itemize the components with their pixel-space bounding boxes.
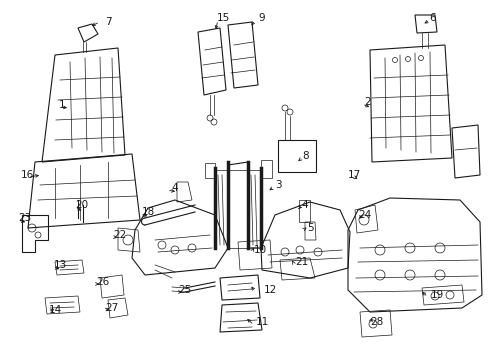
Text: 9: 9 bbox=[258, 13, 265, 23]
Text: 5: 5 bbox=[306, 223, 313, 233]
Text: 7: 7 bbox=[104, 17, 111, 27]
Text: 3: 3 bbox=[274, 180, 281, 190]
Text: 1: 1 bbox=[59, 100, 65, 110]
Text: 21: 21 bbox=[295, 257, 308, 267]
Text: 6: 6 bbox=[429, 13, 435, 23]
Text: 17: 17 bbox=[346, 170, 360, 180]
Text: 19: 19 bbox=[429, 290, 443, 300]
Text: 11: 11 bbox=[255, 317, 268, 327]
Text: 15: 15 bbox=[216, 13, 229, 23]
Text: 14: 14 bbox=[48, 305, 61, 315]
Text: 27: 27 bbox=[105, 303, 119, 313]
Text: 13: 13 bbox=[53, 260, 66, 270]
Text: 23: 23 bbox=[19, 213, 32, 223]
Text: 2: 2 bbox=[364, 97, 370, 107]
Text: 8: 8 bbox=[302, 151, 309, 161]
Text: 20: 20 bbox=[75, 200, 88, 210]
Text: 22: 22 bbox=[113, 230, 126, 240]
Text: 18: 18 bbox=[141, 207, 154, 217]
Text: 28: 28 bbox=[369, 317, 383, 327]
Text: 4: 4 bbox=[301, 200, 307, 210]
Text: 24: 24 bbox=[358, 210, 371, 220]
Text: 10: 10 bbox=[253, 245, 266, 255]
Text: 12: 12 bbox=[263, 285, 276, 295]
Text: 4: 4 bbox=[171, 183, 178, 193]
Text: 16: 16 bbox=[20, 170, 34, 180]
Text: 26: 26 bbox=[96, 277, 109, 287]
Text: 25: 25 bbox=[178, 285, 191, 295]
